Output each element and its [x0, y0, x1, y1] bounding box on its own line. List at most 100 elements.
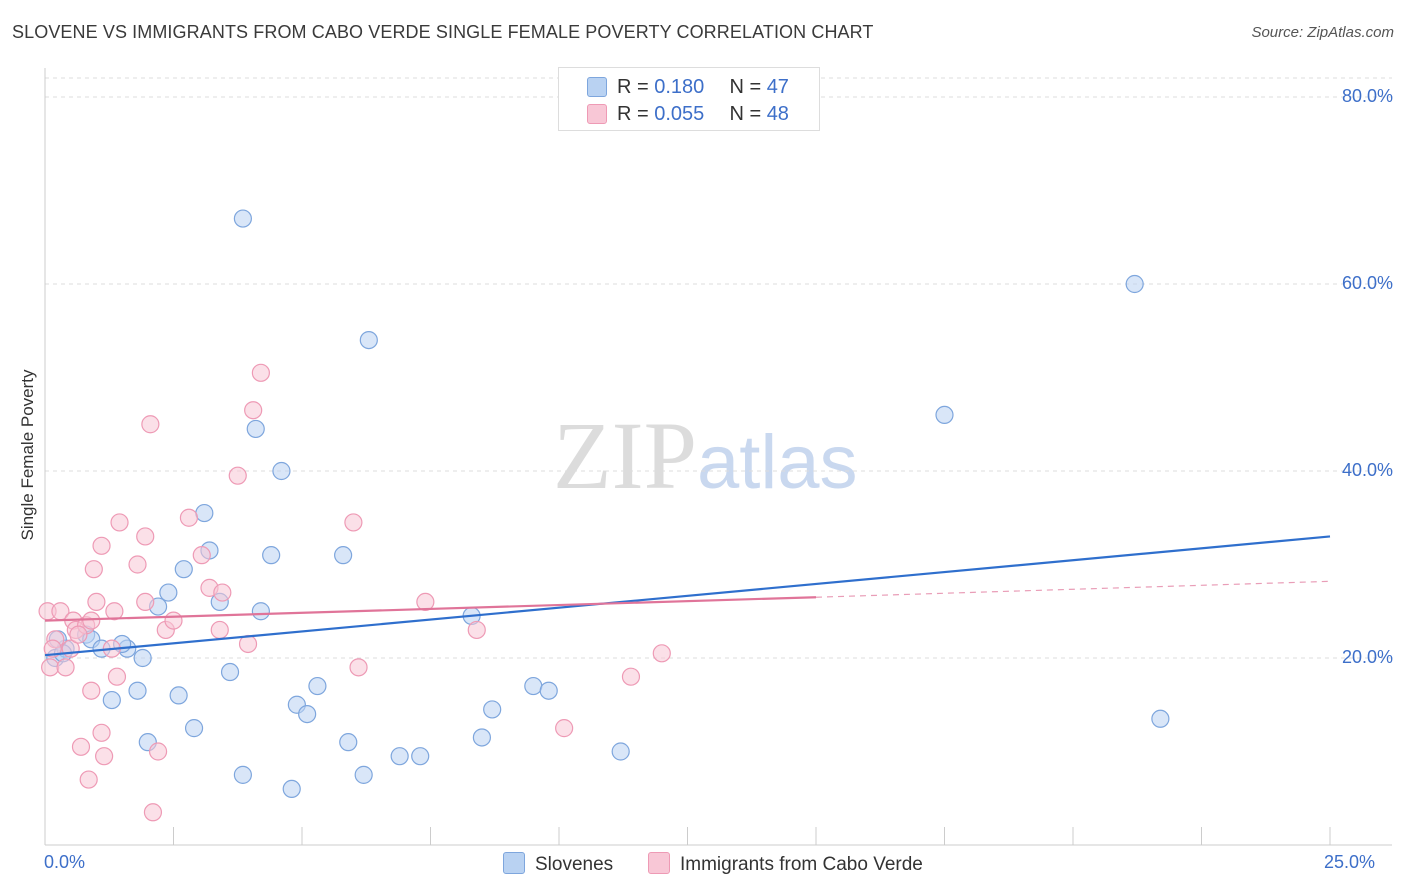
- cabo-verde-point: [344, 513, 363, 532]
- cabo-verde-point: [210, 620, 229, 640]
- legend-bottom-label-cabo-verde: Immigrants from Cabo Verde: [680, 854, 923, 875]
- slovene-point: [483, 700, 502, 719]
- slovene-point: [339, 733, 358, 752]
- cabo-verde-point: [92, 536, 111, 555]
- slovene-point: [246, 419, 265, 439]
- stats-legend: R = 0.180 N = 47 R = 0.055 N = 48: [558, 67, 820, 131]
- cabo-verde-point: [107, 667, 127, 686]
- legend-row-cabo-verde: R = 0.055 N = 48: [617, 103, 789, 126]
- slovene-point: [359, 331, 378, 350]
- y-tick-label-60: 60.0%: [1341, 273, 1393, 293]
- cabo-verde-point: [652, 644, 671, 663]
- cabo-verde-point: [416, 592, 435, 612]
- x-tick-label-min: 0.0%: [44, 852, 86, 872]
- cabo-verde-point: [136, 592, 155, 612]
- slovene-point: [1151, 709, 1170, 728]
- legend-row-slovenes: R = 0.180 N = 47: [617, 76, 789, 99]
- slovene-point: [159, 583, 178, 602]
- cabo-verde-point: [87, 592, 106, 612]
- slovene-point: [128, 681, 147, 700]
- slovene-point: [1125, 274, 1144, 294]
- legend-item-slovenes: Slovenes: [503, 852, 613, 876]
- cabo-verde-point: [136, 527, 155, 546]
- slovene-point: [298, 704, 317, 724]
- cabo-verde-point: [213, 583, 232, 602]
- cabo-verde-point: [143, 803, 163, 822]
- slovene-point: [539, 681, 558, 700]
- legend-swatch-cabo-verde: [587, 104, 607, 124]
- y-tick-label-40: 40.0%: [1341, 460, 1393, 480]
- cabo-verde-point: [228, 466, 247, 485]
- legend-bottom-swatch-cabo-verde: [648, 852, 670, 874]
- legend-r-value: 0.180: [654, 76, 705, 98]
- cabo-verde-point: [555, 719, 574, 738]
- legend-r-value: 0.055: [654, 103, 705, 125]
- chart-source: Source: ZipAtlas.com: [1251, 24, 1394, 41]
- slovene-point: [524, 676, 543, 696]
- cabo-verde-point: [128, 555, 147, 574]
- legend-r-label: R =: [617, 76, 655, 98]
- legend-r-label: R =: [617, 103, 655, 125]
- cabo-verde-trend-line-extension: [815, 580, 1331, 598]
- cabo-verde-point: [69, 625, 88, 644]
- slovene-point: [195, 503, 214, 523]
- slovene-point: [282, 779, 301, 799]
- cabo-verde-point: [179, 508, 199, 527]
- cabo-verde-point: [92, 723, 111, 742]
- cabo-verde-point: [71, 737, 91, 756]
- cabo-verde-point: [79, 770, 98, 789]
- cabo-verde-point: [43, 639, 62, 658]
- cabo-verde-point: [192, 546, 211, 565]
- slovene-point: [935, 405, 954, 424]
- slovene-point: [472, 728, 491, 747]
- slovene-point: [272, 461, 291, 481]
- cabo-verde-trend-line: [44, 596, 817, 622]
- cabo-verde-point: [110, 513, 129, 532]
- cabo-verde-point: [105, 602, 124, 621]
- legend-bottom-label-slovenes: Slovenes: [535, 854, 614, 875]
- slovene-point: [174, 560, 193, 579]
- cabo-verde-point: [164, 611, 183, 630]
- legend-n-label: N =: [729, 103, 767, 125]
- cabo-verde-point: [148, 742, 168, 761]
- slovene-point: [233, 765, 252, 784]
- cabo-verde-point: [82, 611, 101, 630]
- slovene-point: [233, 209, 252, 228]
- legend-swatch-slovenes: [587, 77, 607, 97]
- cabo-verde-point: [141, 415, 160, 434]
- watermark: ZIPatlas: [553, 400, 858, 511]
- slovene-point: [390, 747, 409, 766]
- slovene-trend-line: [44, 535, 1331, 657]
- slovene-point: [354, 765, 373, 784]
- legend-n-label: N =: [729, 76, 767, 98]
- slovene-point: [334, 546, 353, 565]
- slovene-point: [611, 742, 630, 761]
- legend-n-value: 48: [766, 103, 789, 125]
- y-tick-label-20: 20.0%: [1341, 647, 1393, 667]
- slovene-point: [169, 686, 188, 705]
- x-tick-label-max: 25.0%: [1324, 852, 1376, 872]
- slovene-point: [102, 690, 121, 710]
- cabo-verde-point: [349, 658, 368, 677]
- slovene-point: [220, 662, 240, 682]
- watermark-atlas: atlas: [697, 420, 858, 505]
- cabo-verde-point: [84, 560, 103, 579]
- legend-n-value: 47: [766, 76, 789, 98]
- legend-item-cabo-verde: Immigrants from Cabo Verde: [648, 852, 923, 876]
- cabo-verde-point: [41, 658, 60, 677]
- slovene-point: [411, 747, 430, 766]
- watermark-zip: ZIP: [553, 402, 697, 509]
- y-tick-label-80: 80.0%: [1341, 86, 1393, 106]
- slovene-point: [262, 546, 281, 565]
- slovene-point: [133, 648, 152, 668]
- cabo-verde-point: [56, 658, 75, 677]
- cabo-verde-point: [621, 667, 641, 686]
- legend-bottom-swatch-slovenes: [503, 852, 525, 874]
- slovene-point: [184, 719, 204, 738]
- cabo-verde-point: [251, 363, 270, 382]
- slovene-point: [308, 676, 327, 696]
- cabo-verde-point: [467, 620, 486, 640]
- cabo-verde-point: [244, 401, 263, 420]
- y-axis-title: Single Female Poverty: [18, 369, 37, 541]
